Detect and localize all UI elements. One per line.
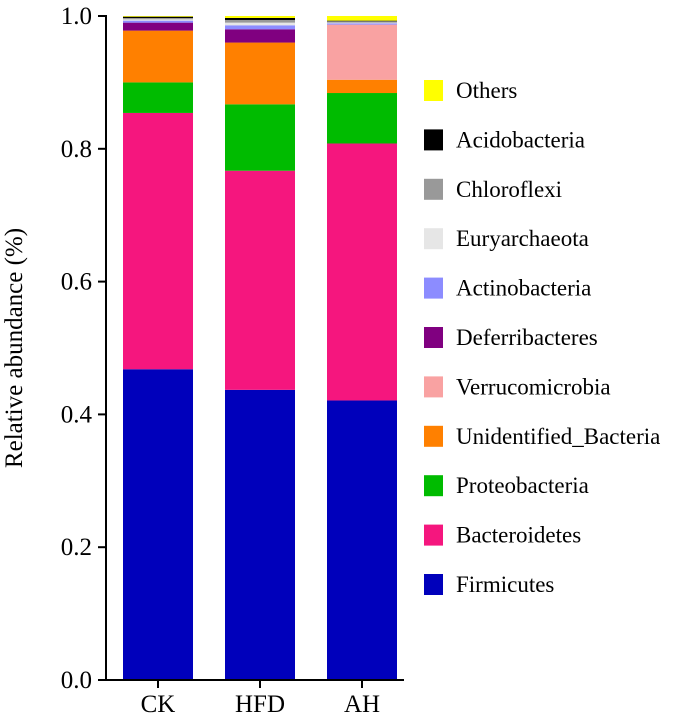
- legend-swatch: [424, 327, 443, 348]
- legend-item: Deferribacteres: [424, 325, 598, 350]
- bar-segment-hfd-unidentified-bacteria: [225, 42, 295, 105]
- legend-label: Acidobacteria: [456, 127, 585, 152]
- bar-segment-hfd-actinobacteria: [225, 25, 295, 30]
- legend-swatch: [424, 228, 443, 250]
- legend: Others Acidobacteria Chloroflexi Euryarchae…: [424, 78, 660, 597]
- y-ticks: 0.0 0.2 0.4 0.6 0.8 1.0: [61, 3, 106, 694]
- bar-segment-hfd-euryarchaeota: [225, 22, 295, 26]
- bar-segment-hfd-proteobacteria: [225, 104, 295, 171]
- y-tick-label: 0.8: [61, 136, 92, 163]
- legend-item: Proteobacteria: [424, 473, 589, 498]
- legend-swatch: [424, 376, 443, 398]
- bar-segment-hfd-acidobacteria: [225, 17, 295, 20]
- bar-segment-ah-acidobacteria: [327, 20, 397, 22]
- x-tick-label: AH: [344, 691, 380, 718]
- legend-item: Euryarchaeota: [424, 226, 589, 251]
- bar-group-ck: [123, 16, 193, 680]
- legend-item: Verrucomicrobia: [424, 374, 611, 399]
- legend-label: Others: [456, 78, 517, 103]
- y-tick-label: 1.0: [61, 3, 92, 30]
- bar-segment-ck-unidentified-bacteria: [123, 30, 193, 83]
- bar-segment-ah-verrucomicrobia: [327, 24, 397, 80]
- legend-label: Actinobacteria: [456, 276, 591, 301]
- bar-segment-hfd-deferribacteres: [225, 29, 295, 43]
- y-tick-label: 0.6: [61, 269, 92, 296]
- legend-swatch: [424, 178, 443, 200]
- y-tick-label: 0.2: [61, 534, 92, 561]
- bar-segment-ck-acidobacteria: [123, 16, 193, 18]
- axes: [105, 15, 404, 681]
- y-tick-label: 0.0: [61, 667, 92, 694]
- bar-segment-ck-deferribacteres: [123, 22, 193, 31]
- legend-item: Firmicutes: [424, 572, 554, 597]
- bar-segment-ck-proteobacteria: [123, 82, 193, 113]
- legend-swatch: [424, 425, 443, 447]
- bar-segment-ck-bacteroidetes: [123, 112, 193, 370]
- legend-label: Proteobacteria: [456, 473, 589, 498]
- bar-segment-ck-firmicutes: [123, 369, 193, 680]
- bar-segment-ah-bacteroidetes: [327, 143, 397, 401]
- legend-swatch: [424, 129, 443, 151]
- legend-label: Euryarchaeota: [456, 226, 589, 251]
- legend-label: Unidentified_Bacteria: [456, 424, 660, 449]
- legend-swatch: [424, 475, 443, 497]
- bar-segment-ah-euryarchaeota: [327, 22, 397, 24]
- bar-segment-hfd-chloroflexi: [225, 19, 295, 23]
- y-tick-label: 0.4: [61, 401, 93, 428]
- y-axis-label: Relative abundance (%): [1, 228, 28, 468]
- legend-swatch: [424, 524, 443, 546]
- bar-segment-ck-actinobacteria: [123, 20, 193, 23]
- bar-segment-ah-firmicutes: [327, 400, 397, 680]
- legend-label: Firmicutes: [456, 572, 554, 597]
- bar-group-ah: [327, 16, 397, 680]
- bar-segment-ah-proteobacteria: [327, 93, 397, 144]
- legend-item: Chloroflexi: [424, 177, 562, 202]
- x-tick-label: HFD: [235, 691, 285, 718]
- x-tick-label: CK: [141, 691, 176, 718]
- legend-item: Actinobacteria: [424, 276, 591, 301]
- bar-segment-ck-euryarchaeota: [123, 19, 193, 21]
- legend-item: Unidentified_Bacteria: [424, 424, 660, 449]
- bar-segment-hfd-others: [225, 16, 295, 18]
- bar-segment-ck-others: [123, 16, 193, 17]
- legend-swatch: [424, 277, 443, 299]
- bar-segment-ah-actinobacteria: [327, 23, 397, 25]
- bar-segment-ck-chloroflexi: [123, 17, 193, 20]
- plot-area: [123, 16, 397, 680]
- bar-segment-hfd-bacteroidetes: [225, 170, 295, 390]
- bar-segment-ah-chloroflexi: [327, 21, 397, 23]
- legend-item: Bacteroidetes: [424, 523, 581, 548]
- legend-item: Others: [424, 78, 517, 103]
- bar-segment-ah-unidentified-bacteria: [327, 79, 397, 94]
- bar-segment-hfd-firmicutes: [225, 389, 295, 680]
- legend-label: Deferribacteres: [456, 325, 598, 350]
- bar-group-hfd: [225, 16, 295, 680]
- x-ticks: CK HFD AH: [141, 680, 380, 718]
- legend-label: Chloroflexi: [456, 177, 562, 202]
- legend-label: Bacteroidetes: [456, 523, 581, 548]
- legend-item: Acidobacteria: [424, 127, 585, 152]
- legend-swatch: [424, 574, 443, 595]
- legend-swatch: [424, 80, 443, 101]
- legend-label: Verrucomicrobia: [456, 374, 611, 399]
- bar-segment-ah-others: [327, 16, 397, 21]
